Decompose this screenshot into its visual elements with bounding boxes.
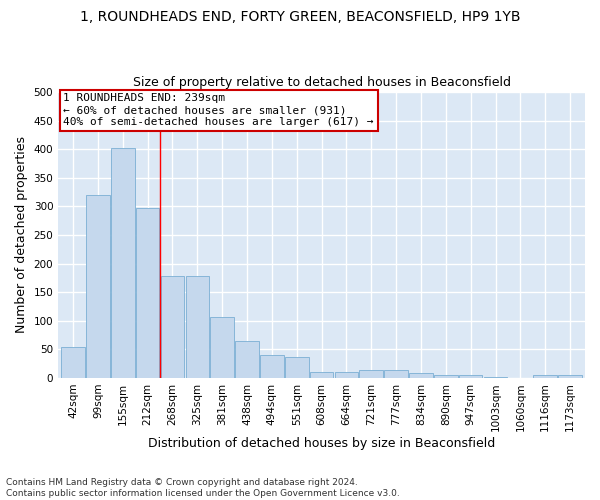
X-axis label: Distribution of detached houses by size in Beaconsfield: Distribution of detached houses by size … (148, 437, 495, 450)
Y-axis label: Number of detached properties: Number of detached properties (15, 136, 28, 334)
Bar (111, 148, 134, 378)
Text: 1 ROUNDHEADS END: 239sqm
← 60% of detached houses are smaller (931)
40% of semi-: 1 ROUNDHEADS END: 239sqm ← 60% of detach… (64, 94, 374, 126)
Bar (459, 375, 482, 378)
Bar (434, 375, 458, 378)
Text: 1, ROUNDHEADS END, FORTY GREEN, BEACONSFIELD, HP9 1YB: 1, ROUNDHEADS END, FORTY GREEN, BEACONSF… (80, 10, 520, 24)
Bar (260, 355, 284, 378)
Bar (136, 208, 160, 378)
Bar (558, 375, 582, 378)
Bar (61, 347, 85, 378)
Bar (285, 358, 308, 378)
Bar (484, 376, 508, 378)
Bar (409, 374, 433, 378)
Bar (533, 375, 557, 378)
Title: Size of property relative to detached houses in Beaconsfield: Size of property relative to detached ho… (133, 76, 511, 90)
Bar (359, 370, 383, 378)
Bar (211, 316, 234, 378)
Bar (385, 370, 408, 378)
Bar (310, 372, 334, 378)
Bar (185, 276, 209, 378)
Bar (335, 372, 358, 378)
Bar (161, 276, 184, 378)
Text: Contains HM Land Registry data © Crown copyright and database right 2024.
Contai: Contains HM Land Registry data © Crown c… (6, 478, 400, 498)
Bar (86, 195, 110, 378)
Bar (235, 340, 259, 378)
